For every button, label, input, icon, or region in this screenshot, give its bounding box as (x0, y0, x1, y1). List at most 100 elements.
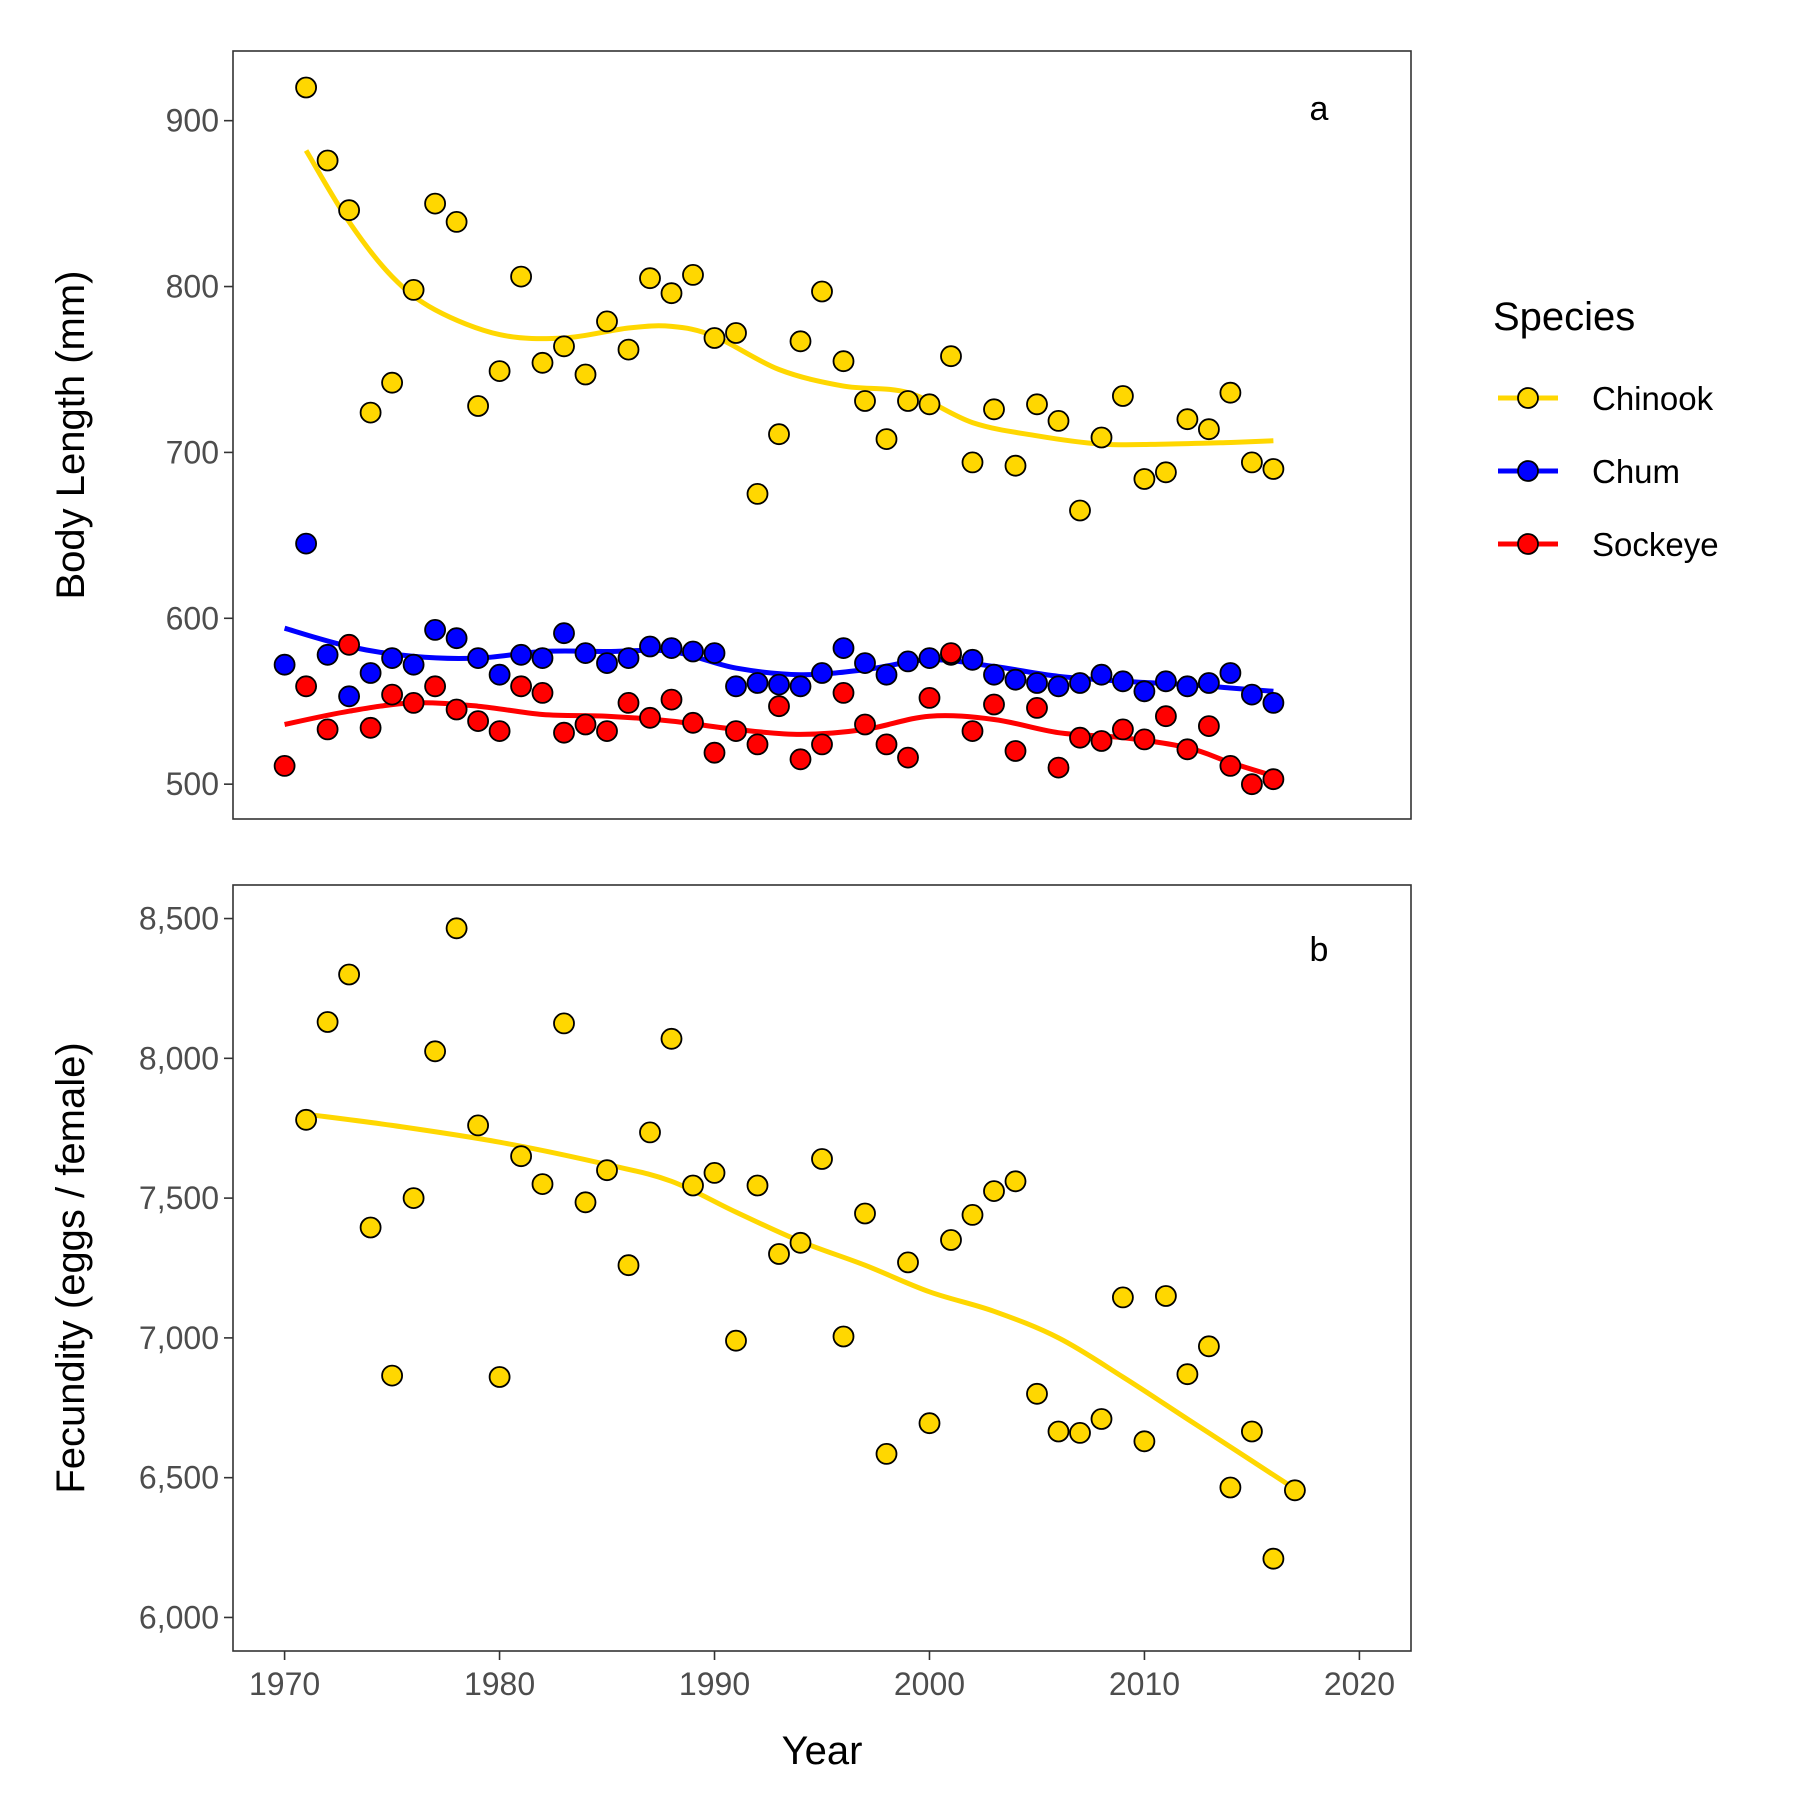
point-sockeye-1998-panel-a (875, 733, 898, 756)
point-chinook-2012-panel-b (1176, 1363, 1199, 1386)
point-sockeye-1971-panel-a (295, 675, 318, 698)
legend-title: Species (1493, 295, 1635, 339)
point-sockeye-2006-panel-a (1047, 756, 1070, 779)
point-chinook-1996-panel-a (832, 350, 855, 373)
legend-label-chinook: Chinook (1592, 380, 1714, 417)
point-sockeye-1995-panel-a (811, 733, 833, 756)
point-chinook-1999-panel-b (897, 1251, 919, 1274)
panel-a-y-axis-title: Body Length (mm) (49, 270, 93, 599)
point-chum-2012-panel-a (1176, 675, 1199, 698)
point-chum-1976-panel-a (402, 653, 425, 676)
point-chinook-1975-panel-a (381, 371, 404, 394)
point-chinook-2014-panel-a (1219, 381, 1242, 404)
trend-line-chinook-panel-b (305, 1111, 1297, 1491)
point-sockeye-2015-panel-a (1241, 773, 1263, 796)
point-chum-1996-panel-a (832, 637, 855, 659)
point-chinook-2000-panel-b (918, 1412, 941, 1435)
point-sockeye-1991-panel-a (725, 720, 747, 742)
point-chinook-1991-panel-a (725, 322, 747, 344)
point-chinook-2003-panel-a (983, 398, 1005, 421)
point-chinook-1986-panel-b (617, 1254, 640, 1277)
point-chum-1970-panel-a (273, 653, 296, 676)
panel-a-points (273, 76, 1285, 796)
x-tick-label-2000: 2000 (894, 1666, 965, 1702)
point-chum-1971-panel-a (295, 532, 318, 555)
x-axis-title: Year (782, 1729, 863, 1773)
point-chinook-1984-panel-b (574, 1191, 597, 1214)
point-chum-1995-panel-a (811, 662, 833, 684)
x-tick-label-2020: 2020 (1324, 1666, 1395, 1702)
point-chinook-1978-panel-a (445, 210, 468, 233)
point-chinook-1974-panel-b (359, 1216, 382, 1239)
point-chinook-2015-panel-a (1241, 451, 1263, 474)
point-chinook-1977-panel-b (424, 1040, 447, 1063)
point-chinook-1989-panel-b (682, 1174, 704, 1197)
point-chinook-2013-panel-a (1198, 418, 1220, 441)
point-sockeye-1983-panel-a (553, 721, 575, 744)
point-chinook-2012-panel-a (1176, 408, 1199, 431)
point-chinook-1976-panel-a (402, 278, 425, 301)
point-sockeye-2002-panel-a (961, 720, 984, 742)
point-chinook-2007-panel-a (1069, 499, 1091, 522)
point-chum-1972-panel-a (316, 643, 339, 666)
point-sockeye-2005-panel-a (1026, 697, 1048, 719)
point-sockeye-1985-panel-a (596, 720, 618, 742)
point-chum-1987-panel-a (639, 635, 661, 658)
point-chum-2006-panel-a (1047, 675, 1070, 698)
legend: Species Chinook Chum Sockeye (1493, 295, 1719, 563)
point-sockeye-1975-panel-a (381, 683, 404, 706)
point-sockeye-1997-panel-a (854, 713, 876, 736)
point-chum-2016-panel-a (1262, 692, 1285, 714)
panel-a-y-axis: 500 600 700 800 900 (166, 103, 233, 802)
point-chum-1994-panel-a (789, 675, 812, 698)
point-sockeye-2013-panel-a (1198, 715, 1220, 737)
point-chinook-2005-panel-a (1026, 393, 1048, 416)
point-sockeye-2004-panel-a (1004, 740, 1027, 762)
point-chinook-1981-panel-a (510, 265, 532, 288)
point-chinook-2011-panel-b (1155, 1285, 1177, 1307)
point-sockeye-2000-panel-a (918, 687, 941, 709)
point-chinook-1986-panel-a (617, 338, 640, 361)
point-sockeye-2007-panel-a (1069, 726, 1091, 749)
point-chum-1993-panel-a (768, 673, 790, 696)
point-sockeye-1974-panel-a (359, 716, 382, 739)
point-chinook-1973-panel-b (338, 963, 361, 986)
point-sockeye-1992-panel-a (746, 733, 769, 756)
point-sockeye-2003-panel-a (983, 693, 1005, 716)
point-sockeye-2014-panel-a (1219, 755, 1242, 777)
point-chum-1983-panel-a (553, 622, 575, 645)
point-chinook-1990-panel-b (703, 1162, 726, 1184)
panel-b-y-axis: 6,000 6,500 7,000 7,500 8,000 8,500 (139, 901, 233, 1635)
point-sockeye-1987-panel-a (639, 706, 661, 729)
point-chinook-1985-panel-a (596, 310, 618, 333)
point-chinook-2016-panel-b (1262, 1547, 1285, 1570)
point-chum-1990-panel-a (703, 642, 726, 664)
point-chum-1997-panel-a (854, 652, 876, 674)
panel-b-tag: b (1310, 931, 1329, 969)
point-chinook-1973-panel-a (338, 199, 361, 222)
y-tick-label-panel-b-6000: 6,000 (139, 1599, 219, 1635)
y-tick-label-panel-b-7000: 7,000 (139, 1320, 219, 1356)
point-chinook-2011-panel-a (1155, 461, 1177, 484)
legend-label-sockeye: Sockeye (1592, 526, 1719, 563)
point-chinook-2014-panel-b (1219, 1476, 1242, 1499)
panel-b-y-axis-title: Fecundity (eggs / female) (49, 1042, 93, 1493)
point-chinook-1995-panel-a (811, 280, 833, 303)
point-chinook-1971-panel-a (295, 76, 318, 99)
point-chum-2005-panel-a (1026, 672, 1048, 694)
point-sockeye-1989-panel-a (682, 711, 704, 734)
point-chinook-1982-panel-b (531, 1173, 554, 1195)
point-sockeye-2010-panel-a (1133, 728, 1156, 751)
point-chinook-1977-panel-a (424, 192, 447, 215)
point-chinook-1984-panel-a (574, 363, 597, 386)
point-chinook-2003-panel-b (983, 1180, 1005, 1202)
point-chinook-1983-panel-b (553, 1012, 575, 1035)
y-tick-label-panel-b-6500: 6,500 (139, 1460, 219, 1496)
point-chinook-2002-panel-b (961, 1204, 984, 1226)
point-sockeye-2008-panel-a (1090, 730, 1113, 752)
point-chum-2004-panel-a (1004, 668, 1027, 691)
point-chinook-2006-panel-b (1047, 1420, 1070, 1443)
point-chinook-2009-panel-b (1112, 1286, 1134, 1309)
